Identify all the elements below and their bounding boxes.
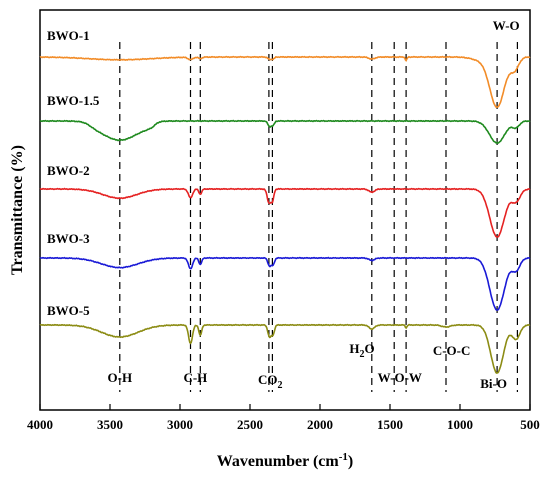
series-label: BWO-1.5 <box>47 93 100 108</box>
annotation-label: H2O <box>349 341 374 360</box>
x-tick-label: 3000 <box>167 417 193 432</box>
annotation-label: W-O-W <box>378 370 422 385</box>
x-tick-label: 500 <box>520 417 540 432</box>
series-line <box>39 323 531 374</box>
x-tick-label: 3500 <box>97 417 123 432</box>
x-axis-ticks: 4000 3500 3000 2500 2000 1500 1000 500 <box>27 404 540 432</box>
series-line <box>39 187 531 238</box>
series-label: BWO-1 <box>47 28 90 43</box>
series-line <box>39 55 531 109</box>
x-tick-label: 2000 <box>307 417 333 432</box>
series-labels: BWO-1 BWO-1.5 BWO-2 BWO-3 BWO-5 <box>47 28 100 318</box>
x-axis-title: Wavenumber (cm-1) <box>217 451 353 470</box>
plot-frame <box>39 9 531 411</box>
annotation-label: C-H <box>183 370 207 385</box>
x-tick-label: 1500 <box>377 417 403 432</box>
marker-lines <box>119 42 519 392</box>
annotation-label: O-H <box>108 370 133 385</box>
annotation-label: C-O-C <box>433 343 471 358</box>
x-tick-label: 4000 <box>27 417 53 432</box>
series-group <box>39 55 531 374</box>
annotation-label: Bi-O <box>480 376 507 391</box>
series-line <box>39 256 531 311</box>
x-tick-label: 1000 <box>447 417 473 432</box>
annotation-label: W-O <box>493 18 520 33</box>
annotations: O-H C-H CO2 H2O W-O-W C-O-C Bi-O W-O <box>108 18 520 391</box>
x-tick-label: 2500 <box>237 417 263 432</box>
series-line <box>39 119 531 144</box>
series-label: BWO-2 <box>47 163 90 178</box>
annotation-label: CO2 <box>258 372 283 391</box>
y-axis-title: Transmittance (%) <box>9 145 26 275</box>
series-label: BWO-3 <box>47 231 90 246</box>
series-label: BWO-5 <box>47 303 90 318</box>
